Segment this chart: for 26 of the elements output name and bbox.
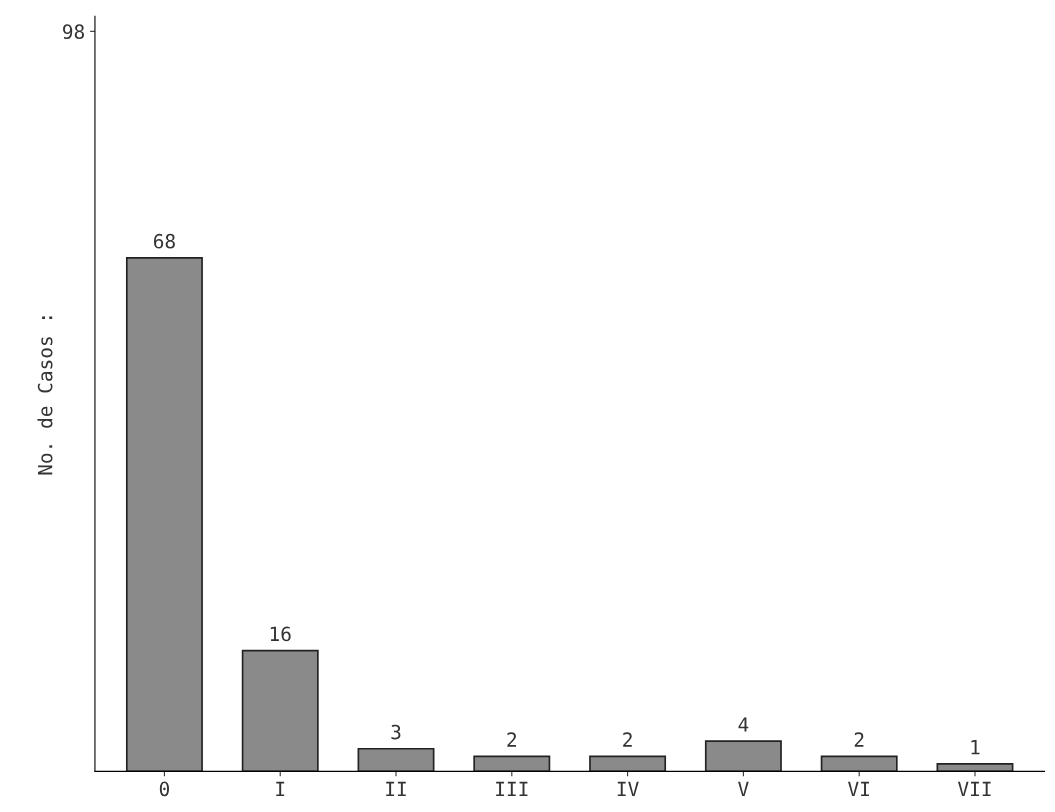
x-tick-label: IV — [617, 781, 639, 796]
y-axis-title: No. de Casos : — [37, 316, 53, 475]
data-label: 2 — [623, 732, 632, 747]
bar — [125, 257, 203, 772]
bar — [473, 755, 551, 772]
data-label: 2 — [507, 732, 516, 747]
x-tick-label: II — [386, 781, 406, 796]
bar — [589, 755, 667, 772]
bar — [241, 649, 319, 772]
x-tick-label: V — [738, 781, 749, 796]
bar — [820, 755, 898, 772]
x-tick-label: I — [276, 781, 285, 796]
bar — [936, 763, 1014, 772]
data-label: 2 — [854, 732, 864, 747]
x-tick-label: VI — [848, 781, 869, 796]
bar — [704, 740, 782, 772]
y-tick-label: 98 — [63, 24, 84, 40]
data-label: 3 — [391, 724, 401, 740]
data-label: 68 — [153, 233, 175, 249]
x-tick-label: VII — [957, 781, 991, 796]
bar — [357, 747, 435, 772]
x-tick-label: 0 — [159, 781, 170, 797]
data-label: 16 — [270, 626, 291, 642]
data-label: 4 — [738, 717, 749, 732]
data-label: 1 — [971, 740, 980, 755]
x-tick-label: III — [496, 781, 528, 796]
